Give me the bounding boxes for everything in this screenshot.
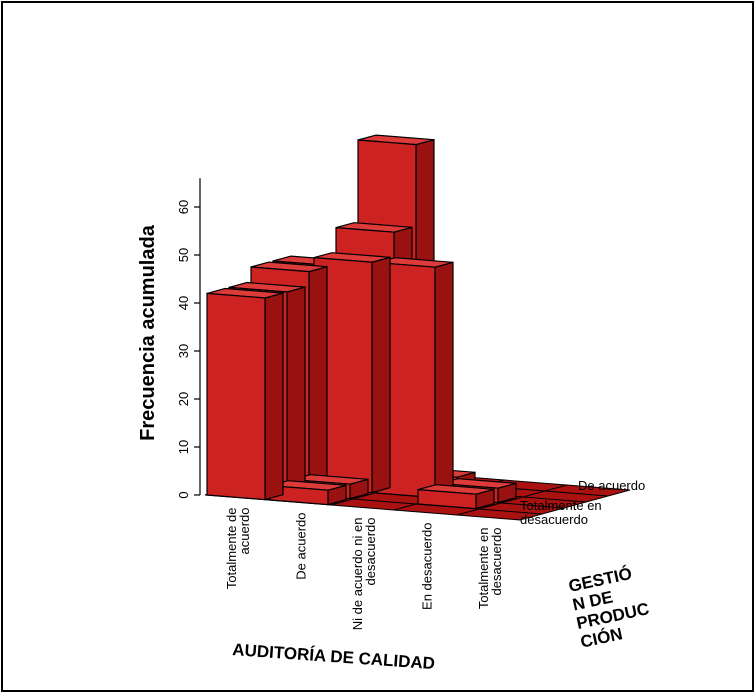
svg-text:Totalmente de: Totalmente de xyxy=(224,508,239,590)
svg-text:desacuerdo: desacuerdo xyxy=(489,528,504,596)
svg-text:desacuerdo: desacuerdo xyxy=(363,518,378,586)
bar xyxy=(313,252,391,494)
bar xyxy=(376,257,454,499)
svg-text:desacuerdo: desacuerdo xyxy=(520,512,588,527)
bar xyxy=(417,484,495,510)
bar xyxy=(269,480,347,506)
svg-text:En desacuerdo: En desacuerdo xyxy=(420,523,435,610)
x-tick-label: De acuerdo xyxy=(294,513,309,580)
y-tick-label: 10 xyxy=(176,440,191,454)
bars-group xyxy=(206,134,517,510)
svg-text:De acuerdo: De acuerdo xyxy=(294,513,309,580)
y-axis: 0 10 20 30 40 50 60 xyxy=(176,178,201,499)
y-tick-label: 60 xyxy=(176,200,191,214)
x-tick-label: En desacuerdo xyxy=(420,523,435,610)
y-tick-label: 40 xyxy=(176,296,191,310)
x-axis-title: AUDITORÍA DE CALIDAD xyxy=(232,640,436,673)
svg-text:De acuerdo: De acuerdo xyxy=(578,478,645,493)
svg-text:Totalmente en: Totalmente en xyxy=(520,498,602,513)
bar xyxy=(206,287,284,501)
svg-text:Ni de acuerdo ni en: Ni de acuerdo ni en xyxy=(350,518,365,631)
y-axis-title: Frecuencia acumulada xyxy=(137,224,159,441)
y-tick-label: 50 xyxy=(176,248,191,262)
y-tick-label: 20 xyxy=(176,392,191,406)
y-tick-label: 0 xyxy=(176,491,191,498)
z-tick-label: De acuerdo xyxy=(578,478,645,493)
z-axis-title: GESTIÓN DEPRODUCCIÓN xyxy=(567,562,655,652)
svg-text:Totalmente en: Totalmente en xyxy=(476,528,491,610)
floor-gridline xyxy=(456,484,568,516)
y-tick-label: 30 xyxy=(176,344,191,358)
svg-text:acuerdo: acuerdo xyxy=(237,508,252,555)
